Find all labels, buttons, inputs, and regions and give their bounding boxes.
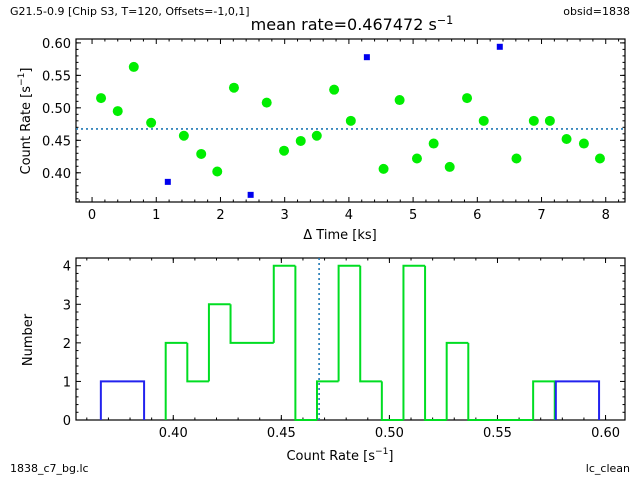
y-tick-label: 4 xyxy=(63,260,71,275)
good-data-point xyxy=(329,84,340,95)
good-data-point xyxy=(378,163,389,174)
good-data-point xyxy=(478,115,489,126)
good-data-point xyxy=(295,135,306,146)
good-data-point xyxy=(196,148,207,159)
good-data-point xyxy=(411,153,422,164)
good-data-point xyxy=(279,145,290,156)
x-tick-label: 0 xyxy=(88,208,96,223)
bad-data-point xyxy=(363,54,370,61)
y-axis-label: Count Rate [s−1] xyxy=(17,67,34,174)
y-tick-label: 0 xyxy=(63,414,71,429)
good-data-point xyxy=(578,138,589,149)
good-data-point xyxy=(212,166,223,177)
y-tick-label: 0.40 xyxy=(42,167,71,182)
good-data-point xyxy=(462,93,473,104)
x-tick-label: 0.40 xyxy=(159,426,188,441)
x-tick-label: 1 xyxy=(152,208,160,223)
x-tick-label: 0.60 xyxy=(591,426,620,441)
good-data-point xyxy=(544,115,555,126)
footer-file-label: 1838_c7_bg.lc xyxy=(10,462,89,475)
good-data-point xyxy=(311,130,322,141)
good-data-point xyxy=(261,97,272,108)
x-tick-label: 7 xyxy=(537,208,545,223)
y-tick-label: 0.50 xyxy=(42,102,71,117)
good-data-point xyxy=(96,93,107,104)
good-data-point xyxy=(561,134,572,145)
good-data-point xyxy=(345,115,356,126)
x-tick-label: 0.50 xyxy=(375,426,404,441)
y-axis-label: Number xyxy=(21,313,36,366)
x-tick-label: 3 xyxy=(281,208,289,223)
good-data-point xyxy=(511,153,522,164)
x-tick-label: 4 xyxy=(345,208,353,223)
good-data-point xyxy=(112,106,123,117)
bad-histogram-bin xyxy=(99,380,146,420)
good-data-point xyxy=(146,117,157,128)
x-tick-label: 2 xyxy=(216,208,224,223)
header-obsid-label: obsid=1838 xyxy=(563,5,630,18)
y-tick-label: 3 xyxy=(63,298,71,313)
good-data-point xyxy=(128,61,139,72)
good-data-point xyxy=(444,161,455,172)
footer-filter-label: lc_clean xyxy=(585,462,630,475)
good-data-point xyxy=(428,138,439,149)
chart-title: mean rate=0.467472 s−1 xyxy=(251,14,454,34)
good-histogram xyxy=(164,264,556,421)
x-axis-label: Δ Time [ks] xyxy=(303,228,376,243)
x-tick-label: 5 xyxy=(409,208,417,223)
good-data-point xyxy=(178,130,189,141)
x-tick-label: 6 xyxy=(473,208,481,223)
good-data-point xyxy=(594,153,605,164)
y-tick-label: 0.55 xyxy=(42,69,71,84)
x-tick-label: 0.55 xyxy=(483,426,512,441)
y-tick-label: 0.60 xyxy=(42,37,71,52)
bad-data-point xyxy=(164,178,171,185)
bad-histogram-bin xyxy=(554,380,601,420)
good-data-point xyxy=(228,82,239,93)
bottom-axes-frame xyxy=(75,257,626,421)
y-tick-label: 2 xyxy=(63,337,71,352)
bad-data-point xyxy=(496,43,503,50)
good-data-point xyxy=(394,95,405,106)
x-axis-label: Count Rate [s−1] xyxy=(286,447,393,464)
x-tick-label: 0.45 xyxy=(267,426,296,441)
header-source-label: G21.5-0.9 [Chip S3, T=120, Offsets=-1,0,… xyxy=(10,5,250,18)
bad-data-point xyxy=(247,191,254,198)
y-tick-label: 0.45 xyxy=(42,134,71,149)
x-tick-label: 8 xyxy=(602,208,610,223)
y-tick-label: 1 xyxy=(63,375,71,390)
good-data-point xyxy=(528,115,539,126)
